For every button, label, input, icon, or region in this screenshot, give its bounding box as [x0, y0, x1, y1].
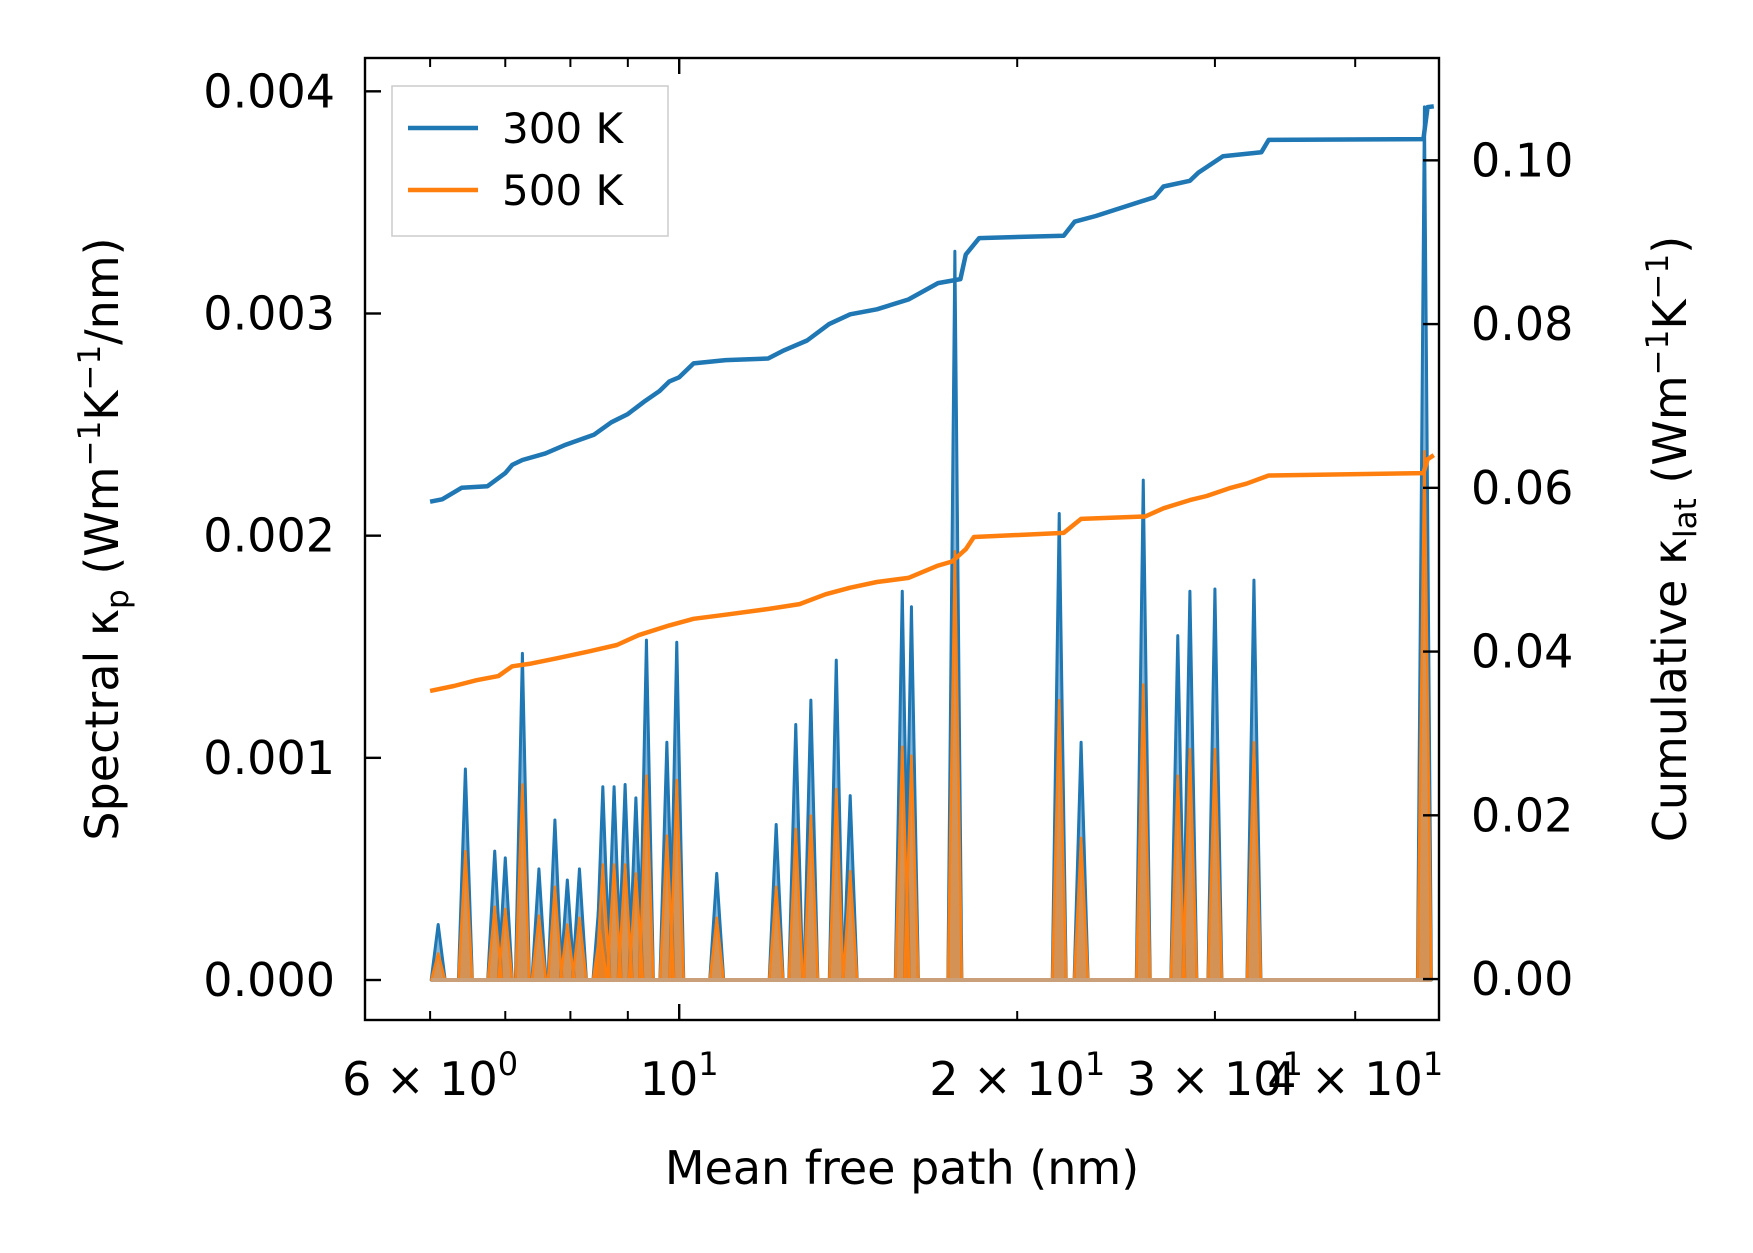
legend-label-300k: 300 K — [502, 104, 625, 153]
y2-tick-label: 0.06 — [1471, 461, 1573, 515]
y-axis-title: Spectral κp (Wm−1K−1/nm) — [72, 237, 136, 840]
x-tick-label: 2 × 101 — [929, 1045, 1105, 1106]
y-axis-title-mid: K — [75, 389, 129, 421]
y2-axis-title: Cumulative κlat (Wm−1K−1) — [1640, 236, 1704, 842]
y-tick-label: 0.000 — [203, 953, 335, 1007]
y2-tick-label: 0.10 — [1471, 133, 1573, 187]
y2-axis-title-sub: lat — [1668, 498, 1704, 538]
x-tick-label: 3 × 101 — [1127, 1045, 1303, 1106]
legend-label-500k: 500 K — [502, 166, 625, 215]
y-axis-ticks: 0.000 0.001 0.002 0.003 0.004 — [203, 64, 381, 1007]
spectral-layer — [429, 105, 1433, 983]
y2-tick-label: 0.04 — [1471, 625, 1573, 679]
y2-axis-title-main: Cumulative κ — [1643, 538, 1697, 842]
y-axis-title-main: Spectral κ — [75, 609, 129, 841]
y2-axis-title-mid: K — [1643, 298, 1697, 330]
y2-axis-title-unit-close: ) — [1643, 236, 1697, 254]
y-axis-title-exp1: −1 — [72, 421, 108, 467]
y-axis-title-unit-close: /nm) — [75, 237, 129, 344]
y2-tick-label: 0.08 — [1471, 297, 1573, 351]
cumulative-layer — [429, 104, 1436, 694]
y2-axis-ticks: 0.00 0.02 0.04 0.06 0.08 0.10 — [1423, 133, 1573, 1006]
cumulative-line-300k — [429, 104, 1435, 504]
y2-axis-title-exp2: −1 — [1640, 254, 1676, 300]
y2-axis-title-exp1: −1 — [1640, 330, 1676, 376]
y-tick-label: 0.003 — [203, 286, 335, 340]
legend: 300 K 500 K — [391, 85, 669, 237]
x-tick-label: 6 × 100 — [342, 1045, 518, 1106]
y-axis-title-exp2: −1 — [72, 345, 108, 391]
y-axis-title-unit-open: (Wm — [75, 466, 129, 589]
plot-area-frame — [363, 56, 1441, 1022]
y-tick-label: 0.004 — [203, 64, 335, 118]
x-tick-label: 4 × 101 — [1267, 1045, 1443, 1106]
y2-tick-label: 0.00 — [1471, 952, 1573, 1006]
x-tick-label: 101 — [640, 1045, 719, 1106]
y2-axis-title-unit-open: (Wm — [1643, 375, 1697, 498]
spectral-series-500k — [429, 449, 1433, 983]
cumulative-line-500k — [429, 453, 1436, 694]
y-tick-label: 0.002 — [203, 509, 335, 563]
legend-box — [391, 85, 669, 237]
x-axis-title: Mean free path (nm) — [665, 1141, 1139, 1195]
y2-tick-label: 0.02 — [1471, 788, 1573, 842]
y-tick-label: 0.001 — [203, 731, 335, 785]
y-axis-title-sub: p — [100, 589, 136, 609]
